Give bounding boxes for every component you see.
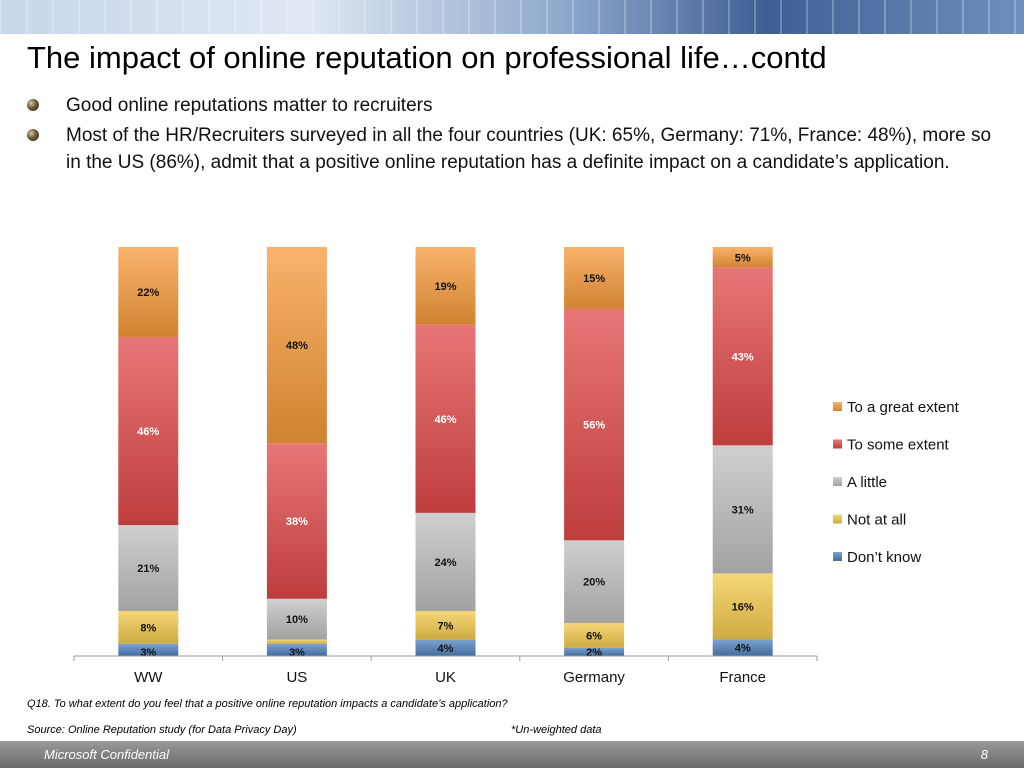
footer-bar: Microsoft Confidential 8 (0, 741, 1024, 768)
bullet-text: Most of the HR/Recruiters surveyed in al… (66, 125, 992, 173)
bar-segment (564, 647, 625, 656)
bar-segment (118, 525, 179, 612)
legend-swatch (833, 477, 842, 486)
weighting-note: *Un-weighted data (511, 724, 602, 736)
bar-segment (564, 540, 625, 623)
legend-swatch (833, 552, 842, 561)
legend-label: To some extent (847, 437, 950, 454)
bar-segment (564, 622, 625, 648)
legend-label: Not at all (847, 512, 906, 529)
bar-segment (118, 247, 179, 337)
legend-swatch (833, 514, 842, 524)
legend-label: Don’t know (847, 549, 921, 566)
category-label: US (286, 669, 307, 686)
legend-label: To a great extent (847, 399, 960, 416)
data-label: 38% (286, 516, 308, 528)
data-label: 16% (732, 601, 754, 613)
bullet-item: Most of the HR/Recruiters surveyed in al… (27, 122, 1002, 176)
bar-segment (712, 445, 773, 574)
data-label: 3% (289, 647, 305, 659)
data-label: 4% (438, 643, 454, 655)
category-label: WW (134, 669, 163, 686)
category-label: France (719, 669, 766, 686)
bar-segment (266, 247, 327, 444)
data-label: 8% (140, 622, 156, 634)
data-label: 6% (586, 630, 602, 642)
data-label: 15% (583, 273, 605, 285)
bar-segment (415, 512, 476, 612)
data-label: 5% (735, 252, 751, 264)
data-label: 19% (434, 281, 456, 293)
bar-segment (712, 247, 773, 268)
stacked-bar-chart: 3%8%21%46%22%3%1%10%38%48%4%7%24%46%19%2… (73, 247, 960, 686)
slide-title: The impact of online reputation on profe… (27, 40, 827, 75)
bar-segment (712, 267, 773, 446)
bar-segment (266, 643, 327, 656)
category-label: Germany (563, 669, 625, 686)
bar-segment (712, 573, 773, 640)
data-label: 2% (586, 647, 602, 659)
bullet-list: Good online reputations matter to recrui… (27, 92, 1002, 179)
data-label: 4% (735, 643, 751, 655)
header-banner (0, 0, 1024, 34)
data-label: 24% (434, 557, 456, 569)
bar-segment (118, 336, 179, 526)
bar-segment (118, 611, 179, 644)
data-label: 56% (583, 420, 605, 432)
data-label: 31% (732, 504, 754, 516)
bar-segment (118, 643, 179, 656)
bar-segment (266, 443, 327, 599)
bar-segment (266, 639, 327, 644)
legend-swatch (833, 439, 842, 449)
survey-question: Q18. To what extent do you feel that a p… (27, 698, 508, 710)
page-number: 8 (980, 747, 988, 762)
bar-segment (415, 639, 476, 656)
bar-segment (415, 247, 476, 325)
data-label: 21% (137, 563, 159, 575)
data-label: 43% (732, 351, 754, 363)
legend-label: A little (847, 474, 887, 491)
data-label: 20% (583, 577, 605, 589)
confidential-label: Microsoft Confidential (44, 747, 169, 762)
bar-segment (712, 639, 773, 656)
category-label: UK (435, 669, 456, 686)
data-label: 48% (286, 340, 308, 352)
bar-segment (564, 247, 625, 309)
bar-segment (266, 598, 327, 640)
data-label: 7% (438, 620, 454, 632)
data-label: 46% (434, 414, 456, 426)
bullet-icon (27, 129, 39, 141)
bullet-item: Good online reputations matter to recrui… (27, 92, 1002, 119)
bar-segment (415, 324, 476, 513)
source-note: Source: Online Reputation study (for Dat… (27, 724, 297, 736)
data-label: 46% (137, 426, 159, 438)
data-label: 22% (137, 287, 159, 299)
bullet-text: Good online reputations matter to recrui… (66, 95, 433, 116)
legend-swatch (833, 402, 842, 411)
bullet-icon (27, 99, 39, 111)
data-label: 3% (140, 647, 156, 659)
data-label: 10% (286, 614, 308, 626)
bar-segment (415, 611, 476, 640)
bar-segment (564, 308, 625, 541)
